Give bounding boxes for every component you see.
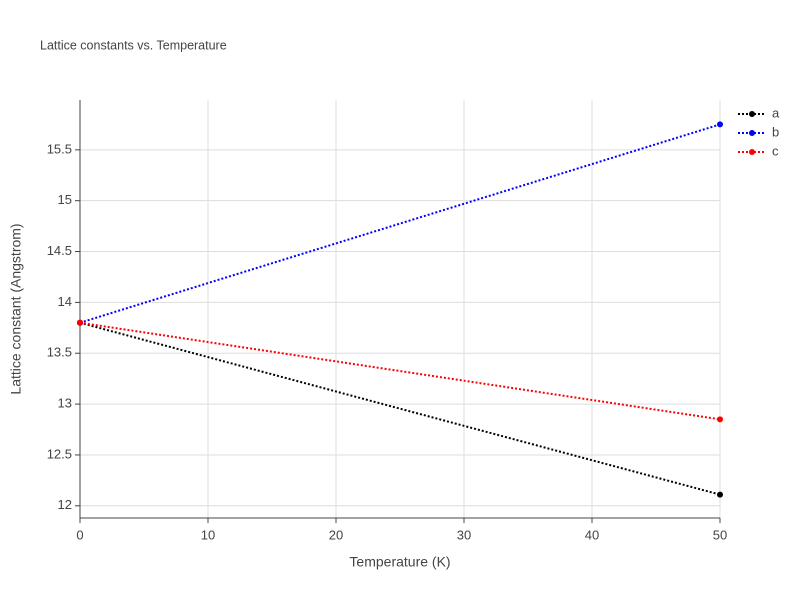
point (77, 319, 83, 326)
y-tick-label: 13 (58, 396, 72, 411)
point (717, 121, 723, 128)
y-tick-label: 13.5 (47, 345, 72, 360)
y-tick-label: 12 (58, 497, 72, 512)
series-line (79, 123, 721, 324)
point (717, 491, 723, 498)
series-line (79, 321, 721, 496)
y-tick-label: 15 (58, 192, 72, 207)
x-tick-label: 30 (457, 527, 471, 542)
x-axis-title: Temperature (K) (349, 554, 450, 570)
y-tick-label: 14.5 (47, 243, 72, 258)
y-axis-title: Lattice constant (Angstrom) (8, 223, 24, 394)
legend-marker (749, 111, 755, 117)
y-tick-label: 12.5 (47, 446, 72, 461)
x-tick-label: 10 (201, 527, 215, 542)
series-line (79, 321, 721, 421)
legend-label: a (772, 105, 780, 120)
chart-title: Lattice constants vs. Temperature (40, 38, 227, 52)
legend-marker (749, 130, 755, 136)
x-tick-label: 40 (585, 527, 599, 542)
y-tick-label: 14 (58, 294, 72, 309)
legend-label: b (772, 124, 779, 139)
x-tick-label: 20 (329, 527, 343, 542)
legend-marker (749, 149, 755, 155)
x-tick-label: 50 (713, 527, 727, 542)
y-tick-label: 15.5 (47, 141, 72, 156)
point (717, 416, 723, 423)
x-tick-label: 0 (76, 527, 83, 542)
legend-label: c (772, 143, 779, 158)
